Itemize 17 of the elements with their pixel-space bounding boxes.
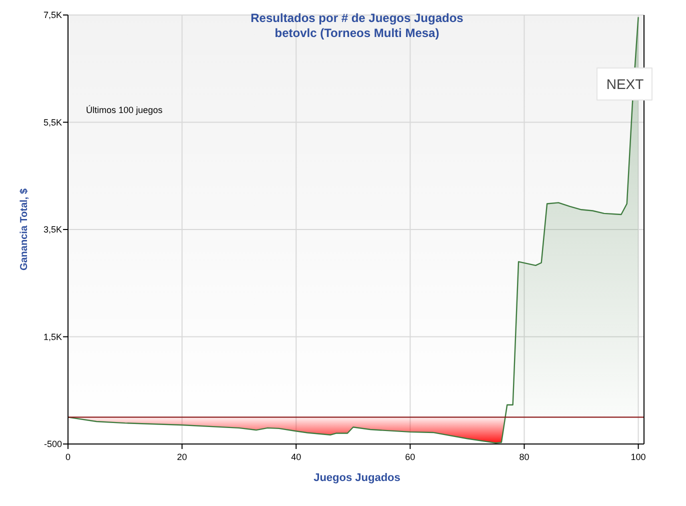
x-tick-label: 100 [630,452,646,462]
x-axis-title: Juegos Jugados [314,472,400,484]
annotation: Últimos 100 juegos [86,105,164,115]
x-tick-label: 80 [519,452,530,462]
y-tick-label: 7,5K [43,10,62,20]
x-tick-label: 20 [177,452,188,462]
x-tick-label: 60 [405,452,416,462]
y-tick-label: -500 [44,439,62,449]
y-axis-title: Ganancia Total, $ [19,188,30,271]
x-tick-label: 0 [65,452,71,462]
y-tick-label: 5,5K [43,117,62,128]
chart-title: Resultados por # de Juegos Jugados [250,11,464,25]
annotation: NEXT [606,76,644,92]
y-tick-label: 3,5K [43,224,62,234]
x-tick-label: 40 [291,452,302,462]
y-tick-label: 1,5K [43,332,62,342]
text: betovlc (Torneos Multi Mesa) [274,26,440,40]
